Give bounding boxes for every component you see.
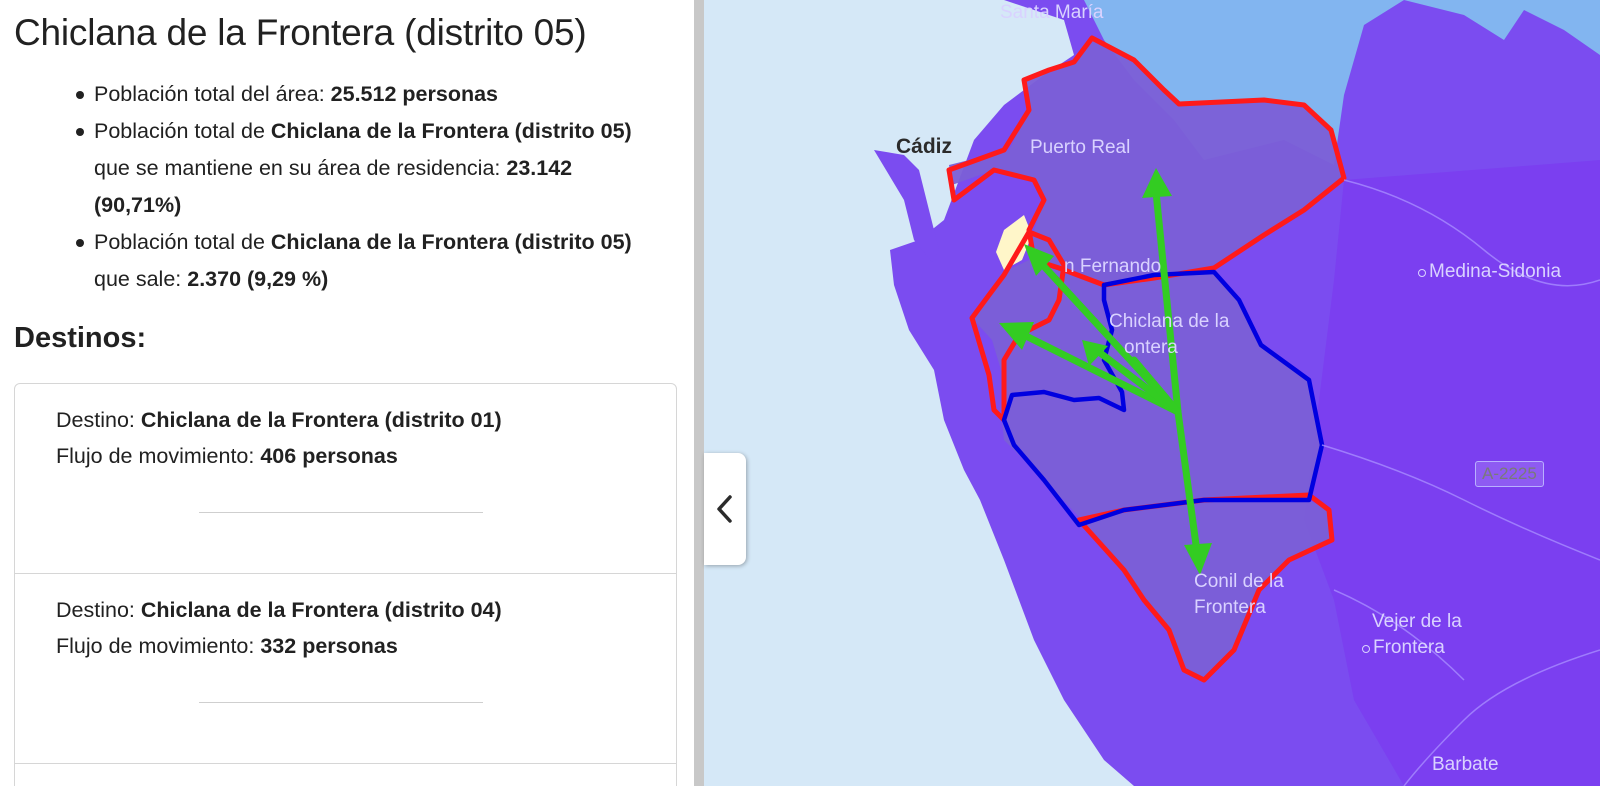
- flow-line: Flujo de movimiento: 332 personas: [56, 634, 398, 659]
- summary-item-total-population: Población total del área: 25.512 persona…: [76, 76, 654, 113]
- arrowhead: [1082, 340, 1108, 366]
- arrowhead: [1024, 244, 1054, 276]
- summary-item-leaves: Población total de Chiclana de la Fronte…: [76, 224, 654, 298]
- map-label-santa-maria: Santa María: [1000, 2, 1104, 23]
- map-label-vejer: Vejer de la: [1372, 611, 1462, 632]
- land-dark-east: [1304, 160, 1600, 786]
- map-label-barbate: Barbate: [1432, 754, 1499, 775]
- map-label-chiclana: Chiclana de la: [1109, 311, 1230, 332]
- map-roads: [1321, 179, 1600, 786]
- destination-name: Chiclana de la Frontera (distrito 04): [140, 598, 502, 622]
- arrowhead: [1142, 168, 1172, 198]
- summary-place: Chiclana de la Frontera (distrito 05): [270, 230, 632, 254]
- marsh-patch: [996, 215, 1032, 270]
- summary-label: que se mantiene en su área de residencia…: [94, 156, 507, 180]
- selected-region-fill: [949, 38, 1344, 680]
- flow-label: Flujo de movimiento:: [56, 634, 261, 658]
- map-view[interactable]: Santa María Cádiz Puerto Real n Fernando…: [704, 0, 1600, 786]
- arrowhead: [1184, 543, 1212, 575]
- flow-value: 332 personas: [260, 634, 398, 658]
- collapse-panel-button[interactable]: [704, 453, 746, 565]
- summary-list: Población total del área: 25.512 persona…: [76, 76, 654, 298]
- summary-label: Población total de: [94, 119, 271, 143]
- map-label-medina: Medina-Sidonia: [1418, 262, 1561, 282]
- map-label-vejer: Frontera: [1362, 638, 1445, 658]
- chevron-left-icon: [717, 495, 732, 523]
- summary-value: 23.142 (90,71%): [94, 156, 573, 217]
- flow-arrow-south: [1174, 408, 1201, 556]
- card-separator: [199, 702, 483, 703]
- origin-border: [1001, 269, 1325, 528]
- summary-value: 2.370 (9,29 %): [187, 267, 329, 291]
- flow-value: 406 personas: [260, 444, 398, 468]
- map-label-chiclana: ontera: [1124, 337, 1178, 358]
- destination-label: Destino:: [56, 598, 141, 622]
- destination-name: Chiclana de la Frontera (distrito 01): [140, 408, 502, 432]
- destination-label: Destino:: [56, 408, 141, 432]
- summary-label: Población total de: [94, 230, 271, 254]
- flow-line: Flujo de movimiento: 406 personas: [56, 444, 398, 469]
- panel-divider[interactable]: [694, 0, 704, 786]
- map-label-conil: Conil de la: [1194, 571, 1284, 592]
- map-label-puerto-real: Puerto Real: [1030, 137, 1131, 158]
- summary-item-stays: Población total de Chiclana de la Fronte…: [76, 113, 654, 224]
- arrowhead: [999, 322, 1034, 350]
- flow-arrow-short: [1095, 348, 1182, 416]
- info-panel: Chiclana de la Frontera (distrito 05) Po…: [0, 0, 694, 786]
- map-label-cadiz: Cádiz: [896, 135, 953, 158]
- flow-label: Flujo de movimiento:: [56, 444, 261, 468]
- destinations-heading: Destinos:: [14, 322, 147, 354]
- summary-label: que sale:: [94, 267, 188, 291]
- flow-arrows: [999, 168, 1212, 575]
- flow-arrow-west: [1020, 331, 1182, 416]
- page-title: Chiclana de la Frontera (distrito 05): [14, 12, 587, 53]
- card-separator: [199, 512, 483, 513]
- destination-line: Destino: Chiclana de la Frontera (distri…: [56, 408, 502, 433]
- road-shield-a2225: A-2225: [1475, 461, 1544, 487]
- land-cadiz-strip: [874, 150, 939, 262]
- flow-arrow-short: [1130, 356, 1182, 416]
- destination-card[interactable]: Destino: Chiclana de la Frontera (distri…: [15, 574, 676, 764]
- destination-card[interactable]: Destino: Chiclana de la Frontera (distri…: [15, 384, 676, 574]
- map-label-conil: Frontera: [1194, 597, 1266, 618]
- map-canvas[interactable]: [704, 0, 1600, 786]
- destinations-list[interactable]: Destino: Chiclana de la Frontera (distri…: [14, 383, 677, 786]
- summary-value: 25.512 personas: [330, 82, 499, 106]
- destination-border: [969, 229, 1067, 423]
- summary-place: Chiclana de la Frontera (distrito 05): [270, 119, 632, 143]
- map-label-san-fernando: n Fernando: [1064, 256, 1162, 277]
- destination-line: Destino: Chiclana de la Frontera (distri…: [56, 598, 502, 623]
- flow-arrow-north: [1152, 188, 1182, 416]
- destination-border: [946, 35, 1347, 288]
- summary-label: Población total del área:: [94, 82, 331, 106]
